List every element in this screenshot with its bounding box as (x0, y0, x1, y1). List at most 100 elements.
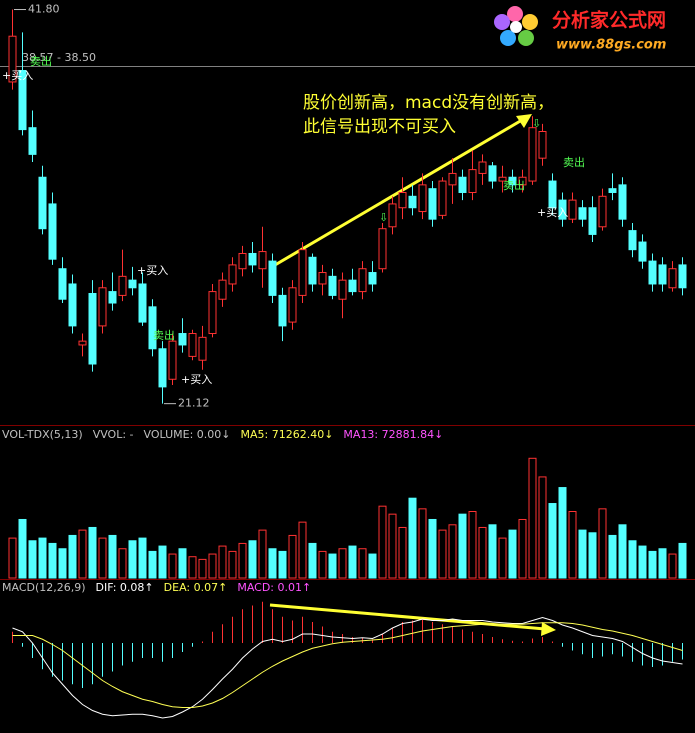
candle-body (488, 165, 497, 182)
volume-bar (528, 457, 537, 579)
signal-label: ⇩ (379, 211, 388, 224)
candle-body (428, 188, 437, 220)
candle-body (398, 191, 407, 209)
volume-bar (208, 553, 217, 579)
macd-line (12, 616, 683, 719)
panel-header: MA5: 71262.40↓ (241, 428, 334, 441)
panel-header: VOLUME: 0.00↓ (144, 428, 231, 441)
logo-petal (494, 14, 510, 30)
candle-body (518, 176, 527, 186)
volume-bar (398, 526, 407, 579)
candle-body (618, 184, 627, 220)
signal-label: 卖出 (30, 54, 52, 68)
signal-label: 卖出 (563, 155, 585, 169)
candle-body (118, 275, 127, 296)
candle-body (188, 333, 197, 357)
logo-petal (518, 30, 534, 46)
volume-bar (608, 534, 617, 579)
candle-body (358, 268, 367, 293)
volume-bar (188, 556, 197, 579)
arrow-head (516, 114, 532, 128)
candle-body (408, 195, 417, 209)
volume-bar (448, 524, 457, 579)
annotation: 股价创新高，macd没有创新高， (303, 93, 554, 113)
candle-body (148, 306, 157, 350)
volume-bar (668, 553, 677, 579)
volume-bar (288, 534, 297, 579)
candle-body (308, 256, 317, 285)
candle-body (418, 184, 427, 213)
volume-bar (8, 537, 17, 579)
candle-body (528, 127, 537, 182)
logo-petal (500, 30, 516, 46)
volume-bar (548, 503, 557, 579)
panel-header: MACD: 0.01↑ (237, 581, 311, 594)
candle-body (138, 283, 147, 323)
candle-body (368, 272, 377, 285)
volume-bar (98, 537, 107, 579)
volume-bar (88, 526, 97, 579)
candle-body (438, 180, 447, 216)
volume-bar (428, 518, 437, 579)
candle-body (478, 161, 487, 174)
candle-body (18, 70, 27, 131)
volume-bar (228, 550, 237, 579)
price-label: 41.80 (28, 3, 60, 16)
signal-label: ⇩ (532, 117, 541, 130)
signal-label: +买入 (137, 264, 168, 277)
volume-bar (458, 513, 467, 579)
volume-bar (148, 550, 157, 579)
volume-bar (278, 550, 287, 579)
volume-bar (178, 548, 187, 579)
panel-header: DEA: 0.07↑ (164, 581, 228, 594)
signal-label: 卖出 (153, 328, 175, 342)
candle-body (168, 340, 177, 380)
signal-label: +买入 (537, 206, 568, 219)
volume-bar (78, 529, 87, 579)
volume-bar (498, 537, 507, 579)
candle-body (128, 279, 137, 289)
volume-bar (378, 505, 387, 579)
signal-label: +买入 (2, 69, 33, 82)
cursor-label: 38.57 - 38.50 (22, 51, 96, 64)
volume-bar (508, 529, 517, 579)
volume-bar (338, 548, 347, 579)
candle-body (638, 241, 647, 262)
volume-bar (108, 534, 117, 579)
candle-body (658, 264, 667, 285)
candle-body (278, 294, 287, 327)
volume-bar (488, 524, 497, 579)
volume-bar (568, 511, 577, 579)
volume-bar (638, 545, 647, 579)
volume-bar (18, 518, 27, 579)
candle-body (38, 176, 47, 230)
candle-body (218, 279, 227, 300)
volume-bar (438, 529, 447, 579)
candle-body (628, 230, 637, 251)
volume-bar (648, 550, 657, 579)
candle-body (328, 275, 337, 296)
candle-body (298, 249, 307, 296)
candle-body (448, 172, 457, 186)
volume-bar (298, 521, 307, 579)
candle-body (98, 287, 107, 327)
volume-bar (588, 532, 597, 579)
candle-body (268, 260, 277, 296)
volume-bar (368, 553, 377, 579)
volume-bar (598, 508, 607, 579)
candle-body (378, 228, 387, 270)
volume-bar (538, 476, 547, 579)
price-label: 21.12 (178, 397, 210, 410)
candle-body (498, 176, 507, 182)
volume-bar (678, 542, 687, 579)
candle-body (78, 340, 87, 346)
arrow-shaft (269, 603, 546, 631)
volume-bar (468, 511, 477, 579)
volume-bar (268, 548, 277, 579)
candle-body (238, 252, 247, 270)
logo-center (510, 21, 522, 33)
candle-body (158, 348, 167, 388)
volume-bar (418, 508, 427, 579)
volume-bar (518, 518, 527, 579)
